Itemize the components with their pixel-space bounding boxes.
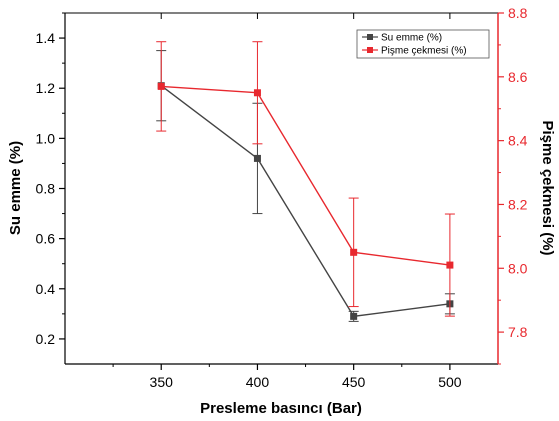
data-point-0-1: [253, 154, 261, 162]
y-right-tick-label-8.6: 8.6: [508, 69, 528, 85]
y-axis-right-title: Pişme çekmesi (%): [539, 120, 556, 255]
data-point-1-0: [157, 82, 165, 90]
y-left-tick-label-1.2: 1.2: [36, 80, 56, 96]
x-tick-label-350: 350: [150, 374, 174, 390]
y-axis-left-title: Su emme (%): [7, 141, 24, 235]
legend-marker-su-emme: [367, 34, 373, 40]
legend-box: [356, 29, 490, 59]
series-line-1: [161, 85, 450, 266]
plot-frame: [64, 12, 499, 365]
legend: Su emme (%) Pişme çekmesi (%): [356, 29, 490, 59]
y-left-tick-label-1.4: 1.4: [36, 30, 56, 46]
y-axis-right: 7.8 8.0 8.2 8.4 8.6 8.8: [498, 5, 528, 365]
series-layer: [156, 41, 455, 322]
y-left-tick-label-0.6: 0.6: [36, 231, 56, 247]
y-left-tick-label-0.2: 0.2: [36, 331, 56, 347]
data-point-1-3: [446, 261, 454, 269]
legend-item-su-emme: Su emme (%): [362, 33, 442, 44]
y-axis-left: 0.2 0.4 0.6 0.8 1.0 1.2 1.4: [36, 12, 65, 347]
legend-item-pisme-cekmesi: Pişme çekmesi (%): [362, 46, 467, 57]
y-left-tick-label-1.0: 1.0: [36, 130, 56, 146]
series-0: [156, 50, 455, 322]
y-right-tick-label-8.0: 8.0: [508, 260, 528, 276]
series-1: [156, 41, 455, 317]
data-point-1-2: [350, 248, 358, 256]
y-right-tick-label-8.8: 8.8: [508, 5, 528, 21]
legend-marker-pisme-cekmesi: [367, 47, 373, 53]
x-axis-title: Presleme basıncı (Bar): [200, 400, 362, 417]
y-right-tick-label-8.2: 8.2: [508, 196, 528, 212]
data-point-1-1: [253, 89, 261, 97]
y-right-tick-label-7.8: 7.8: [508, 324, 528, 340]
series-line-0: [160, 85, 450, 318]
legend-label-pisme-cekmesi: Pişme çekmesi (%): [381, 46, 467, 57]
data-point-0-2: [350, 312, 358, 320]
y-left-tick-label-0.8: 0.8: [36, 181, 56, 197]
x-tick-label-500: 500: [438, 374, 462, 390]
y-left-tick-label-0.4: 0.4: [36, 281, 56, 297]
x-tick-label-450: 450: [342, 374, 366, 390]
legend-label-su-emme: Su emme (%): [381, 33, 442, 44]
x-axis: 350 400 450 500: [112, 13, 462, 390]
y-right-tick-label-8.4: 8.4: [508, 133, 528, 149]
x-tick-label-400: 400: [246, 374, 270, 390]
